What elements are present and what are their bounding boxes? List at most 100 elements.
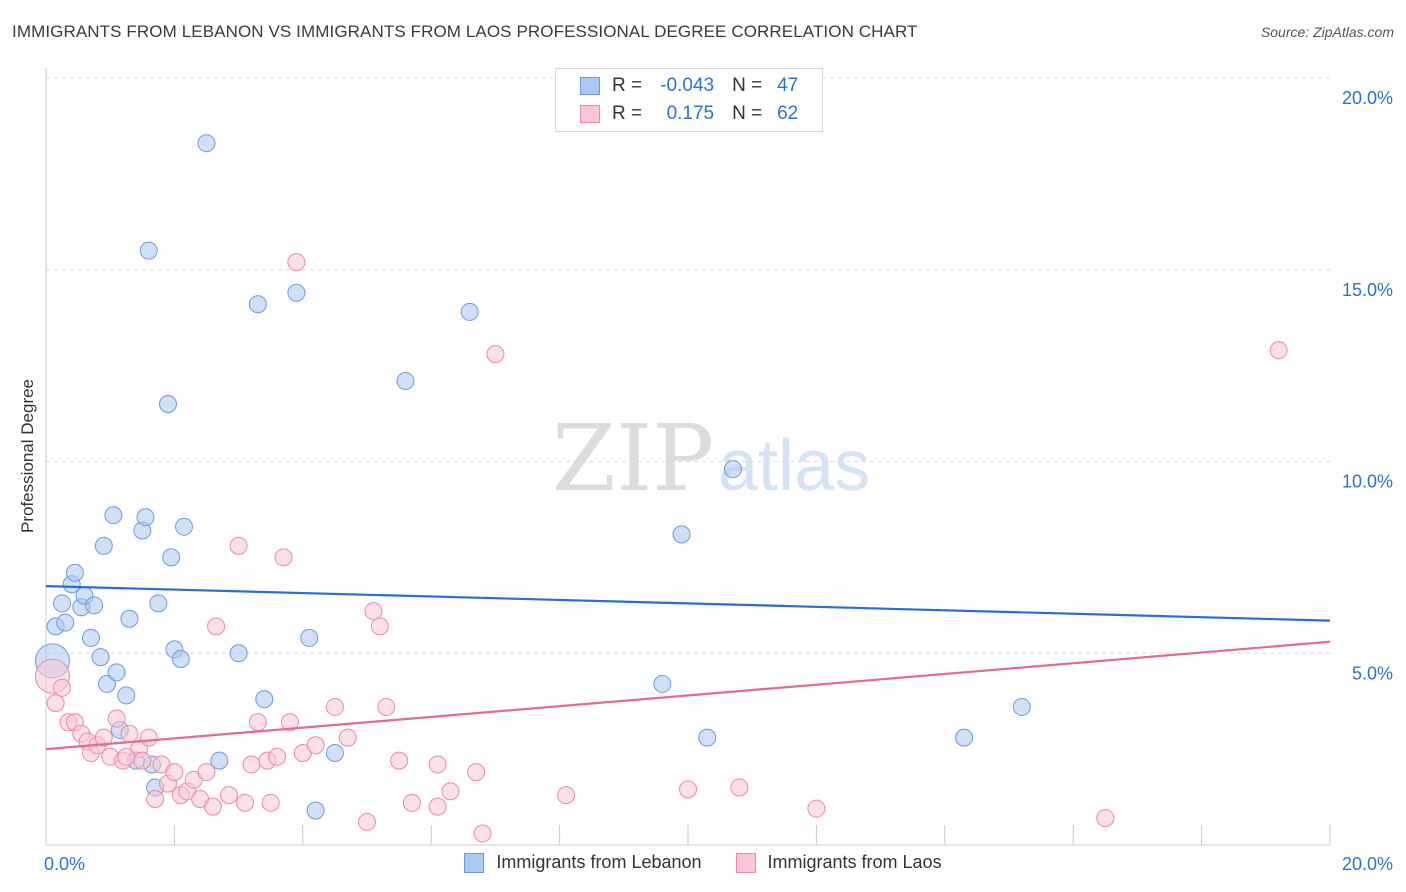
legend-row-laos: R = 0.175 N = 62 (580, 101, 798, 127)
lebanon-point (81, 628, 100, 647)
chart-title: IMMIGRANTS FROM LEBANON VS IMMIGRANTS FR… (12, 22, 918, 41)
lebanon-point (104, 506, 123, 525)
laos-point (53, 678, 72, 697)
lebanon-point (65, 563, 84, 582)
lebanon-point (171, 650, 190, 669)
laos-point (107, 709, 126, 728)
lebanon-point (162, 548, 181, 567)
lebanon-point (287, 283, 306, 302)
x-tick-label: 0.0% (44, 854, 85, 874)
watermark-atlas: atlas (718, 426, 870, 506)
lebanon-trend-line (45, 585, 1331, 622)
laos-point (117, 747, 136, 766)
laos-point (287, 253, 306, 272)
lebanon-point (91, 648, 110, 667)
laos-point (390, 751, 409, 770)
lebanon-point (229, 644, 248, 663)
laos-point (120, 724, 139, 743)
y-tick-labels: 5.0% 10.0% 15.0% 20.0% (1342, 88, 1393, 683)
legend-r-label: R = (612, 103, 643, 124)
legend-n-value: 47 (777, 75, 799, 96)
trend-lines (45, 585, 1331, 751)
lebanon-point (698, 728, 717, 747)
laos-point (133, 751, 152, 770)
laos-point (203, 797, 222, 816)
laos-point (377, 697, 396, 716)
lebanon-point (158, 394, 177, 413)
lebanon-legend-swatch (464, 852, 485, 873)
laos-point (242, 755, 261, 774)
laos-point (248, 713, 267, 732)
laos-point (428, 755, 447, 774)
y-tick-label: 20.0% (1342, 88, 1393, 108)
legend-item-lebanon: Immigrants from Lebanon (464, 852, 702, 873)
laos-point (402, 793, 421, 812)
laos-point (165, 763, 184, 782)
laos-point (197, 763, 216, 782)
laos-point (441, 782, 460, 801)
laos-point (364, 602, 383, 621)
y-tick-label: 10.0% (1342, 472, 1393, 492)
laos-point (306, 736, 325, 755)
legend-item-laos: Immigrants from Laos (735, 852, 942, 873)
legend-row-lebanon: R = -0.043 N = 47 (580, 73, 798, 99)
source-credit: Source: ZipAtlas.com (1260, 24, 1394, 40)
laos-trend-line (45, 640, 1331, 751)
laos-point (467, 763, 486, 782)
lebanon-point (85, 596, 104, 615)
laos-point (338, 728, 357, 747)
laos-point (236, 793, 255, 812)
legend-n-label: N = (732, 75, 763, 96)
laos-point (219, 786, 238, 805)
laos-point (358, 812, 376, 831)
lebanon-point (94, 536, 113, 555)
lebanon-swatch (580, 77, 600, 95)
lebanon-point (460, 302, 479, 321)
lebanon-point (672, 525, 691, 544)
lebanon-point (653, 674, 672, 693)
data-points (34, 134, 1288, 843)
correlation-legend: R = -0.043 N = 47 R = 0.175 N = 62 (555, 68, 823, 132)
laos-point (473, 824, 492, 843)
x-tick-label: 20.0% (1342, 854, 1393, 874)
lebanon-point (255, 690, 274, 709)
lebanon-point (97, 674, 116, 693)
laos-point (1096, 809, 1115, 828)
laos-point (139, 728, 158, 747)
laos-swatch (580, 105, 600, 123)
legend-n-label: N = (732, 103, 763, 124)
lebanon-point (325, 743, 344, 762)
legend-r-label: R = (612, 75, 643, 96)
laos-point (557, 786, 576, 805)
laos-point (325, 697, 344, 716)
laos-point (261, 793, 280, 812)
watermark-zip: ZIP (552, 405, 714, 512)
laos-point (268, 747, 287, 766)
lebanon-point (56, 613, 75, 632)
lebanon-point (136, 508, 155, 527)
laos-point (1269, 341, 1288, 360)
axes (45, 68, 1331, 846)
laos-point (46, 694, 65, 713)
lebanon-point (107, 663, 126, 682)
grid-lines (46, 77, 1330, 654)
laos-point (229, 536, 248, 555)
laos-point (94, 728, 113, 747)
lebanon-point (175, 517, 194, 536)
laos-point (146, 789, 165, 808)
y-tick-label: 5.0% (1352, 663, 1393, 683)
laos-point (679, 780, 697, 799)
legend-n-value: 62 (777, 103, 799, 124)
lebanon-point (210, 751, 229, 770)
watermark: ZIP atlas (552, 405, 870, 512)
series-legend: Immigrants from Lebanon Immigrants from … (0, 852, 1406, 873)
legend-r-value: 0.175 (666, 103, 715, 124)
lebanon-point (149, 594, 168, 613)
lebanon-point (139, 241, 158, 260)
laos-point (274, 548, 293, 567)
lebanon-point (248, 295, 267, 314)
laos-legend-swatch (735, 852, 756, 873)
laos-point (807, 799, 826, 818)
y-tick-label: 15.0% (1342, 280, 1393, 300)
